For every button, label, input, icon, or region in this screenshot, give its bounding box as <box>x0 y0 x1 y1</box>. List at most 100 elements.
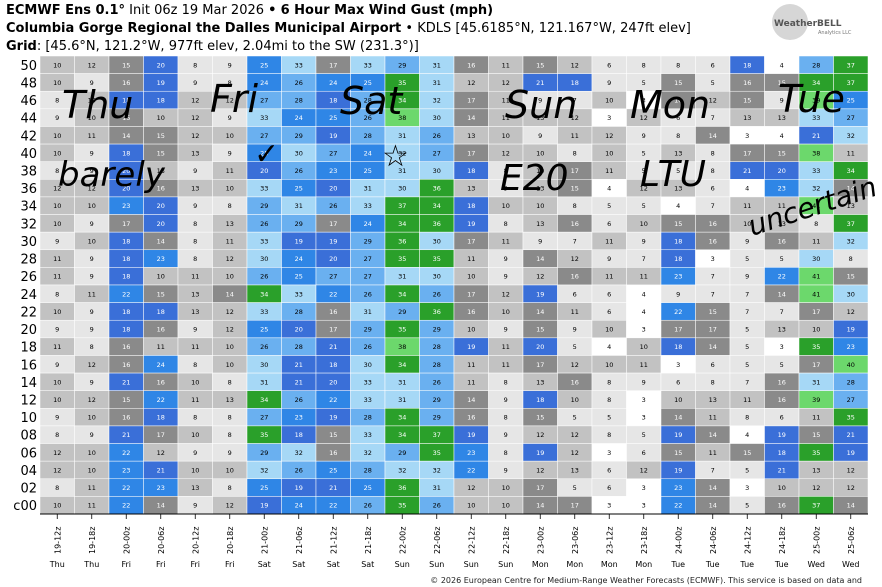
member-value: 35 <box>433 449 441 457</box>
member-value: 22 <box>467 466 475 474</box>
member-value: 36 <box>433 185 441 193</box>
member-value: 26 <box>329 202 337 210</box>
day-label: Sun <box>429 560 444 569</box>
time-label: 25-06z <box>847 527 856 554</box>
member-value: 29 <box>433 396 441 404</box>
member-value: 11 <box>709 449 717 457</box>
member-value: 30 <box>364 361 372 369</box>
member-value: 11 <box>812 237 820 245</box>
member-value: 7 <box>711 290 715 298</box>
member-value: 18 <box>467 202 475 210</box>
member-value: 37 <box>433 431 441 439</box>
member-value: 17 <box>467 290 475 298</box>
member-label: 02 <box>20 482 37 497</box>
member-value: 9 <box>504 466 508 474</box>
member-value: 19 <box>847 326 855 334</box>
member-value: 17 <box>812 361 820 369</box>
member-value: 34 <box>260 290 268 298</box>
member-value: 8 <box>607 431 611 439</box>
annotation-note: barely <box>58 155 166 195</box>
member-value: 11 <box>467 255 475 263</box>
member-value: 8 <box>573 149 577 157</box>
member-value: 18 <box>157 97 165 105</box>
member-value: 13 <box>191 149 199 157</box>
member-value: 18 <box>122 97 130 105</box>
day-label: Thu <box>49 560 65 569</box>
member-value: 34 <box>812 79 820 87</box>
member-value: 12 <box>226 326 234 334</box>
member-value: 9 <box>607 255 611 263</box>
time-label: 24-00z <box>674 527 683 554</box>
member-value: 15 <box>674 220 682 228</box>
member-value: 8 <box>676 132 680 140</box>
member-label: c00 <box>13 499 37 514</box>
member-value: 26 <box>260 273 268 281</box>
member-value: 28 <box>295 308 303 316</box>
member-value: 18 <box>674 343 682 351</box>
member-value: 7 <box>745 308 749 316</box>
member-value: 6 <box>573 290 577 298</box>
member-value: 6 <box>607 220 611 228</box>
member-value: 10 <box>88 202 96 210</box>
member-value: 8 <box>193 61 197 69</box>
member-value: 3 <box>642 502 646 510</box>
member-value: 14 <box>709 502 717 510</box>
member-value: 37 <box>812 502 820 510</box>
member-value: 10 <box>53 79 61 87</box>
member-value: 27 <box>364 255 372 263</box>
member-value: 25 <box>329 114 337 122</box>
member-value: 19 <box>536 449 544 457</box>
member-value: 8 <box>55 290 59 298</box>
member-value: 34 <box>847 167 855 175</box>
member-value: 8 <box>504 220 508 228</box>
member-value: 26 <box>295 396 303 404</box>
member-value: 28 <box>364 414 372 422</box>
member-value: 10 <box>743 220 751 228</box>
day-label: Mon <box>532 560 549 569</box>
member-value: 11 <box>571 308 579 316</box>
member-value: 10 <box>53 396 61 404</box>
member-value: 8 <box>504 167 508 175</box>
member-value: 25 <box>364 167 372 175</box>
member-value: 13 <box>191 185 199 193</box>
member-value: 5 <box>642 431 646 439</box>
time-label: 20-06z <box>157 527 166 554</box>
member-value: 27 <box>364 273 372 281</box>
member-value: 19 <box>295 237 303 245</box>
member-value: 41 <box>812 290 820 298</box>
member-value: 12 <box>640 466 648 474</box>
day-label: Fri <box>121 560 131 569</box>
member-value: 11 <box>157 343 165 351</box>
member-value: 19 <box>778 431 786 439</box>
member-value: 3 <box>642 326 646 334</box>
member-value: 38 <box>812 149 820 157</box>
member-value: 11 <box>467 378 475 386</box>
member-value: 32 <box>364 449 372 457</box>
member-value: 10 <box>605 97 613 105</box>
member-value: 21 <box>536 79 544 87</box>
member-value: 9 <box>193 79 197 87</box>
day-label: Thu <box>83 560 99 569</box>
day-label: Mon <box>635 560 652 569</box>
member-value: 17 <box>467 237 475 245</box>
member-value: 23 <box>157 255 165 263</box>
member-value: 15 <box>847 273 855 281</box>
member-value: 33 <box>364 431 372 439</box>
member-value: 26 <box>295 466 303 474</box>
member-value: 22 <box>329 290 337 298</box>
member-value: 10 <box>88 449 96 457</box>
member-value: 6 <box>607 61 611 69</box>
member-value: 7 <box>573 97 577 105</box>
member-value: 11 <box>467 361 475 369</box>
chart-header: ECMWF Ens 0.1° Init 06z 19 Mar 2026 • 6 … <box>6 2 766 56</box>
member-value: 12 <box>502 79 510 87</box>
member-value: 5 <box>745 361 749 369</box>
member-value: 4 <box>780 132 784 140</box>
member-value: 18 <box>329 361 337 369</box>
member-value: 10 <box>53 149 61 157</box>
day-label: Tue <box>739 560 754 569</box>
member-value: 10 <box>674 396 682 404</box>
member-value: 26 <box>364 290 372 298</box>
member-value: 12 <box>812 484 820 492</box>
member-value: 9 <box>228 114 232 122</box>
